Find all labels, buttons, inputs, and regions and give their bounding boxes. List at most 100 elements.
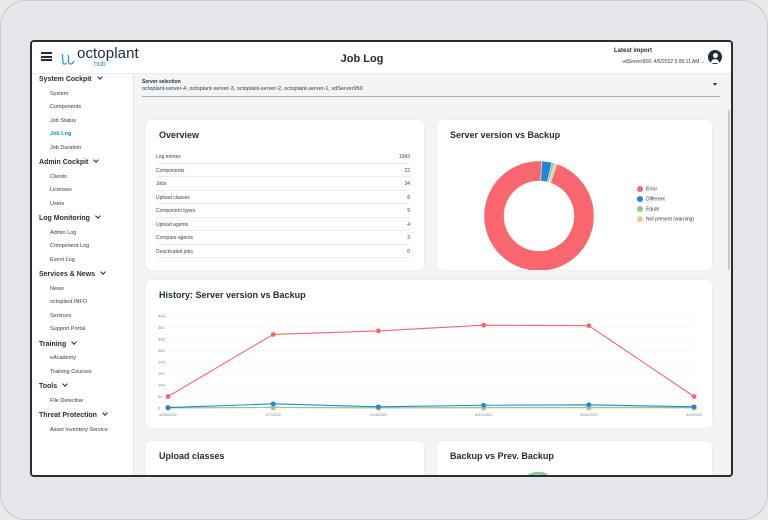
data-point[interactable] [165, 394, 171, 399]
y-tick-label: 0 [158, 406, 161, 411]
logo-subtext: hub [94, 61, 106, 68]
series-line-error [167, 324, 695, 397]
overview-row-label: Jobs [156, 181, 167, 187]
data-point[interactable] [270, 404, 276, 410]
overview-row-label: Compare agents [156, 235, 193, 241]
app-window: octoplant hub Job Log Latest import vdSe… [30, 40, 733, 477]
server-vs-backup-title: Server version vs Backup [450, 130, 561, 140]
overview-row-value: 1543 [398, 154, 410, 160]
sidebar-section-2[interactable]: Log Monitoring [39, 213, 101, 222]
sidebar-section-4[interactable]: Training [39, 338, 78, 348]
donut-chart [483, 160, 595, 270]
server-vs-backup-card: Server version vs Backup Error Different E… [437, 120, 712, 270]
user-account-icon[interactable] [708, 50, 722, 64]
donut-slice-not-present-warning-[interactable] [548, 162, 558, 184]
overview-row: Compare agents 3 [156, 231, 410, 245]
y-tick-label: 250 [158, 348, 165, 353]
sidebar-section-label: Training [39, 340, 67, 348]
overview-row: Upload agents 4 [156, 218, 410, 231]
latest-import-value[interactable]: vdServer950: 4/5/2022 5:09:11 AM ⌄ [623, 59, 706, 65]
data-point[interactable] [586, 402, 592, 408]
chevron-down-icon [96, 74, 103, 80]
sidebar-section-label: Services & News [39, 271, 96, 278]
server-selection-label: Server selection [142, 79, 181, 85]
server-selection-value[interactable]: octoplant-server-4, octoplant-server-3, … [142, 86, 363, 92]
data-point[interactable] [586, 323, 592, 329]
data-point[interactable] [165, 405, 171, 410]
overview-row-value: 9 [407, 208, 410, 214]
donut-slice-error[interactable] [483, 160, 595, 270]
overview-row-label: Upload agents [156, 221, 189, 228]
overview-row-value: 3 [407, 235, 410, 241]
legend-item[interactable]: Not present (warning) [637, 216, 694, 222]
chevron-down-icon [93, 157, 100, 163]
legend-dot-icon [637, 196, 643, 202]
donut-chart-partial [527, 471, 548, 475]
y-tick-label: 400 [158, 314, 165, 319]
legend-item[interactable]: Error [637, 186, 657, 192]
data-point[interactable] [270, 332, 276, 337]
scrollbar[interactable] [728, 110, 730, 270]
sidebar-section-1[interactable]: Admin Cockpit [39, 157, 100, 166]
backup-vs-prev-title: Backup vs Prev. Backup [450, 451, 554, 461]
sidebar: System Cockpit System Components Job Status… [32, 74, 134, 475]
data-point[interactable] [481, 322, 486, 328]
sidebar-item[interactable]: Component Log [50, 243, 90, 249]
overview-row-label: Component types [156, 208, 196, 214]
sidebar-item[interactable]: Job Status [50, 117, 76, 124]
y-tick-label: 150 [158, 371, 165, 376]
sidebar-item[interactable]: Licenses [50, 187, 72, 193]
sidebar-item[interactable]: Job Duration [50, 144, 82, 151]
y-tick-label: 50 [158, 394, 163, 399]
legend-dot-icon [637, 216, 643, 222]
menu-icon[interactable] [41, 52, 52, 61]
data-point[interactable] [691, 394, 697, 399]
sidebar-item[interactable]: Job Log [50, 131, 72, 137]
y-tick-label: 100 [158, 383, 165, 388]
data-point[interactable] [481, 402, 486, 408]
sidebar-item[interactable]: Event Log [50, 256, 75, 263]
sidebar-section-5[interactable]: Tools [39, 381, 68, 390]
sidebar-section-3[interactable]: Services & News [39, 269, 106, 278]
data-point[interactable] [376, 328, 381, 334]
logo-text: octoplant [77, 45, 139, 62]
sidebar-item[interactable]: System [50, 90, 69, 97]
sidebar-section-6[interactable]: Threat Protection [39, 410, 108, 419]
chevron-down-icon [62, 381, 68, 387]
sidebar-section-label: Tools [39, 383, 58, 390]
y-tick-label: 200 [158, 360, 165, 365]
overview-row-label: Upload classes [156, 194, 190, 201]
overview-row-value: 22 [404, 167, 410, 174]
server-selection-underline [142, 96, 720, 97]
sidebar-item[interactable]: Components [50, 104, 82, 110]
overview-row: Deactivated jobs 0 [156, 245, 410, 258]
overview-row-value: 34 [404, 181, 410, 187]
sidebar-item[interactable]: octoplant INFO [50, 299, 87, 305]
overview-row: Jobs 34 [156, 177, 410, 191]
sidebar-item[interactable]: News [50, 285, 64, 292]
legend-dot-icon [637, 186, 643, 192]
sidebar-section-0[interactable]: System Cockpit [39, 74, 103, 83]
legend-item[interactable]: Equal [637, 206, 659, 212]
sidebar-item[interactable]: Clients [50, 173, 67, 180]
overview-card: Overview Log entries 1543 Components 22 Jobs… [146, 120, 424, 270]
sidebar-item[interactable]: Training Courses [50, 368, 92, 375]
sidebar-item[interactable]: Asset Inventory Service [50, 426, 108, 433]
data-point[interactable] [691, 404, 697, 410]
dropdown-caret-icon[interactable] [713, 83, 717, 86]
x-tick-label: 3/28/2022 [580, 412, 599, 417]
data-point[interactable] [376, 404, 381, 410]
overview-row: Component types 9 [156, 204, 410, 218]
sidebar-item[interactable]: eAcademy [50, 355, 76, 361]
sidebar-item[interactable]: Users [50, 200, 65, 207]
legend-label: Not present (warning) [646, 216, 695, 223]
sidebar-item[interactable]: Support Portal [50, 326, 86, 332]
sidebar-item[interactable]: Admin Log [50, 229, 77, 236]
sidebar-section-label: Threat Protection [39, 412, 97, 419]
data-point[interactable] [270, 401, 276, 407]
sidebar-item[interactable]: Services [50, 312, 72, 319]
legend-label: Equal [646, 206, 659, 213]
octoplant-logo-icon [61, 53, 75, 65]
legend-item[interactable]: Different [637, 196, 665, 202]
sidebar-item[interactable]: File Detective [50, 397, 84, 404]
